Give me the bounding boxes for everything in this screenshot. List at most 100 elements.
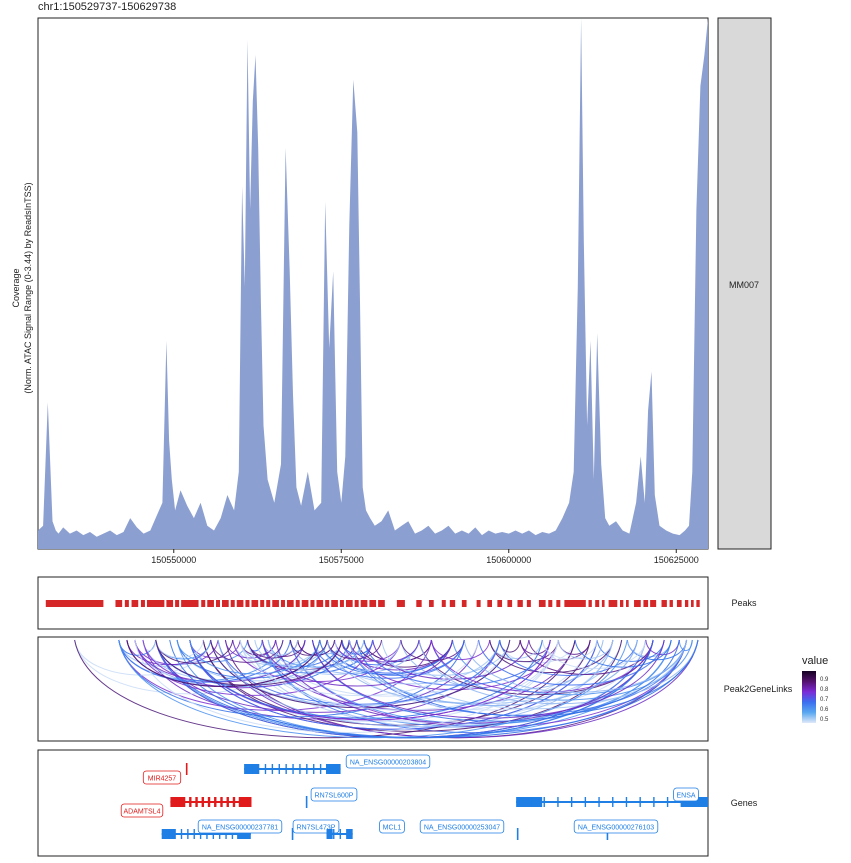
- link-arc: [541, 639, 598, 660]
- gene-exon: [212, 829, 215, 839]
- link-arc: [297, 639, 336, 656]
- gene-exon: [292, 764, 294, 774]
- coverage-area-group: [38, 18, 708, 549]
- peak-mark: [608, 600, 618, 607]
- link-arc: [176, 639, 248, 663]
- peak-mark: [207, 600, 214, 607]
- peak-mark: [325, 600, 330, 607]
- peak-mark: [354, 600, 359, 607]
- gene-exon: [346, 829, 353, 839]
- link-arc: [311, 639, 465, 679]
- peak-mark: [215, 600, 220, 607]
- gene-exon: [199, 829, 202, 839]
- links-group: [74, 639, 699, 739]
- link-arc: [430, 639, 491, 660]
- gene-exon: [319, 764, 322, 774]
- gene-exon: [180, 829, 183, 839]
- coverage-plot-frame: [37, 17, 709, 550]
- link-arc: [126, 639, 321, 687]
- peak-mark: [280, 600, 285, 607]
- peak-mark: [245, 600, 250, 607]
- gene-exon: [666, 797, 669, 807]
- peak-mark: [507, 600, 513, 607]
- gene-exon: [570, 797, 573, 807]
- peak-mark: [301, 600, 309, 607]
- gene-body: [516, 828, 519, 840]
- peak-mark: [526, 600, 531, 607]
- legend-title: value: [802, 655, 828, 667]
- peak-mark: [669, 600, 673, 607]
- peak-mark: [369, 600, 377, 607]
- peak-mark: [548, 600, 553, 607]
- peak-mark: [345, 600, 353, 607]
- gene-exon: [206, 829, 208, 839]
- peak-mark: [286, 600, 294, 607]
- gene-exon: [326, 764, 341, 774]
- gene-body: [185, 763, 188, 775]
- gene-exon: [326, 829, 333, 839]
- gene-label-box: [120, 803, 164, 818]
- gene-label: RN7SL473P: [297, 825, 336, 832]
- peak-mark: [564, 600, 586, 607]
- gene-exon: [226, 797, 229, 807]
- gene-exon: [264, 764, 267, 774]
- gene-exon: [584, 797, 587, 807]
- legend-tick: 0.7: [820, 697, 829, 703]
- peak-mark: [595, 600, 600, 607]
- gene-label-box: [573, 819, 659, 834]
- gene-exon: [187, 829, 189, 839]
- link-arc: [74, 639, 306, 695]
- peaks-group: [45, 600, 700, 607]
- link-arc: [463, 639, 688, 693]
- link-arc: [341, 639, 623, 705]
- gene-exon: [299, 764, 301, 774]
- gene-exon: [326, 764, 329, 774]
- gene-exon: [346, 829, 348, 839]
- link-arc: [400, 639, 465, 661]
- gene-body: [291, 828, 294, 840]
- peak-mark: [310, 600, 315, 607]
- gene-exon: [232, 797, 236, 807]
- link-arc: [334, 639, 402, 662]
- coverage-ylabel-line1: Coverage: [11, 268, 21, 307]
- peak-mark: [661, 600, 667, 607]
- link-arc: [326, 639, 465, 676]
- peak-mark: [650, 600, 657, 607]
- gene-exon: [313, 764, 315, 774]
- gene-label-box: [310, 787, 358, 802]
- gene-exon: [168, 829, 170, 839]
- gene-exon: [251, 764, 253, 774]
- peak-mark: [181, 600, 199, 607]
- link-arc: [254, 639, 365, 671]
- peak-mark: [429, 600, 434, 607]
- coverage-x-axis: 150550000 150575000 150600000 150625000: [151, 549, 699, 565]
- peak-mark: [266, 600, 271, 607]
- peak-mark: [396, 600, 405, 607]
- gene-exon: [244, 829, 246, 839]
- gene-exon: [306, 764, 308, 774]
- gene-exon: [543, 797, 545, 807]
- peak-mark: [131, 600, 139, 607]
- link-arc: [519, 639, 654, 675]
- link-arc: [356, 639, 453, 668]
- gene-exon: [612, 797, 614, 807]
- gene-exon: [237, 829, 251, 839]
- gene-exon: [271, 764, 274, 774]
- gene-exon: [257, 764, 260, 774]
- peak-mark: [272, 600, 279, 607]
- x-tick-label: 150575000: [319, 555, 364, 565]
- link-arc: [224, 639, 277, 659]
- link-arc: [348, 639, 688, 716]
- gene-exon: [625, 797, 628, 807]
- peak-mark: [331, 600, 338, 607]
- link-arc: [118, 639, 291, 683]
- peak-mark: [517, 600, 523, 607]
- link-arc: [430, 639, 693, 701]
- peak-mark: [251, 600, 259, 607]
- peak-mark: [45, 600, 104, 607]
- link-arc: [189, 639, 543, 719]
- gene-label-box: [345, 754, 431, 769]
- gene-label: NA_ENSG00000253047: [424, 825, 500, 832]
- peak-mark: [236, 600, 244, 607]
